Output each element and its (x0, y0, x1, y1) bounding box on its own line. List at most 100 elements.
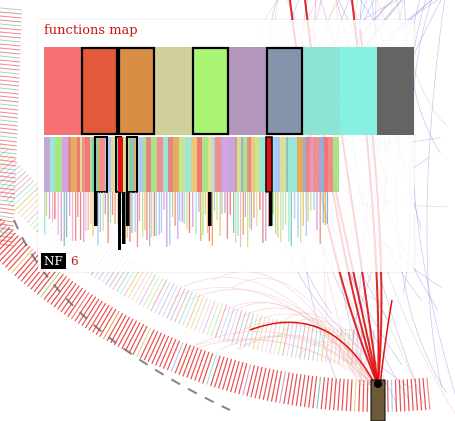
left-ring-tick (0, 171, 16, 175)
ring-tick (43, 273, 64, 300)
ring-tick (258, 367, 267, 400)
ring-tick (77, 296, 97, 324)
left-ring-tick (0, 87, 20, 91)
left-ring-tick (0, 143, 17, 147)
inner-ring-tick (150, 279, 168, 312)
ring-tick (198, 351, 210, 383)
top-level-block (118, 47, 155, 135)
inner-ring-tick (269, 318, 278, 354)
bottom-line (265, 192, 267, 241)
ring-tick (390, 379, 393, 412)
bottom-line (79, 192, 82, 240)
inner-ring-tick (14, 185, 41, 211)
ring-tick (121, 320, 138, 350)
inner-ring-tick (182, 293, 197, 326)
ring-tick (110, 314, 127, 344)
ring-tick (345, 379, 349, 412)
ring-tick (210, 355, 221, 387)
nf-badge[interactable]: NF (41, 253, 66, 269)
bottom-line (54, 192, 56, 219)
bottom-line (97, 192, 99, 245)
bottom-line (195, 192, 197, 234)
inner-ring-tick (134, 271, 153, 304)
ring-tick (117, 318, 134, 348)
bottom-line (288, 192, 290, 242)
left-ring (0, 7, 23, 247)
ring-tick (128, 323, 145, 354)
bottom-line (166, 192, 168, 247)
mid-stripe (301, 137, 303, 192)
left-ring-tick (0, 243, 14, 247)
mid-stripe (85, 137, 90, 192)
left-ring-tick (0, 31, 22, 35)
bottom-line (99, 192, 101, 232)
mid-stripe (179, 137, 185, 192)
ring-tick (246, 364, 256, 397)
ring-tick (194, 350, 206, 381)
ring-tick (418, 378, 423, 411)
mid-stripe (55, 137, 58, 192)
left-ring-tick (0, 67, 20, 71)
bottom-line (107, 192, 109, 243)
mid-stripe (286, 137, 288, 192)
bottom-line (250, 192, 253, 230)
bottom-line (198, 192, 200, 212)
mid-stripe (129, 137, 134, 192)
bottom-line (87, 192, 89, 230)
bottom-line (83, 192, 85, 242)
bottom-line (302, 192, 304, 226)
ring-tick (166, 340, 181, 371)
bottom-line (183, 192, 185, 224)
bottom-line (249, 192, 251, 228)
inner-ring-tick (158, 283, 175, 316)
left-ring-tick (0, 131, 18, 135)
edge-curve (238, 335, 372, 386)
bottom-line (57, 192, 59, 235)
mid-stripe (215, 137, 221, 192)
left-ring-tick (0, 79, 20, 83)
inner-ring-tick (227, 308, 239, 343)
ring-tick (353, 379, 357, 412)
left-ring-tick (0, 211, 15, 215)
mid-stripe (255, 137, 260, 192)
ring-tick (190, 348, 203, 380)
bottom-line (247, 192, 249, 247)
bottom-line (153, 192, 155, 236)
bottom-line (204, 192, 206, 215)
inner-ring-tick (194, 297, 208, 331)
mid-stripe (157, 137, 163, 192)
bottom-line (253, 192, 255, 218)
inner-ring-tick (131, 270, 150, 302)
edge-curve (276, 324, 372, 386)
ring-tick (303, 375, 310, 408)
mid-stripe (100, 137, 105, 192)
bottom-line (316, 192, 318, 230)
ring-tick (394, 379, 398, 412)
ring-tick (262, 368, 271, 401)
inner-ring-tick (286, 322, 294, 357)
ring-tick (63, 287, 84, 315)
left-ring-tick (0, 203, 15, 207)
ring-tick (60, 285, 80, 313)
ring-tick (0, 237, 22, 262)
bottom-line (111, 192, 114, 215)
inner-ring-tick (186, 294, 201, 328)
bottom-line (310, 192, 312, 211)
inner-ring-tick (190, 296, 205, 330)
bottom-line (324, 192, 326, 225)
mid-stripe (140, 137, 143, 192)
edge-curve (411, 0, 441, 154)
bottom-level-lines (44, 192, 329, 250)
ring-tick (295, 374, 302, 406)
bottom-line (313, 192, 315, 210)
bottom-line (206, 192, 209, 233)
mid-stripe (44, 137, 50, 192)
mid-stripe (173, 137, 179, 192)
ring-tick (279, 371, 286, 404)
mid-stripe (319, 137, 324, 192)
bottom-line (293, 192, 296, 219)
bottom-line (92, 192, 94, 236)
ring-tick (250, 365, 259, 398)
ring-tick (320, 377, 326, 410)
inner-ring-tick (178, 291, 193, 325)
